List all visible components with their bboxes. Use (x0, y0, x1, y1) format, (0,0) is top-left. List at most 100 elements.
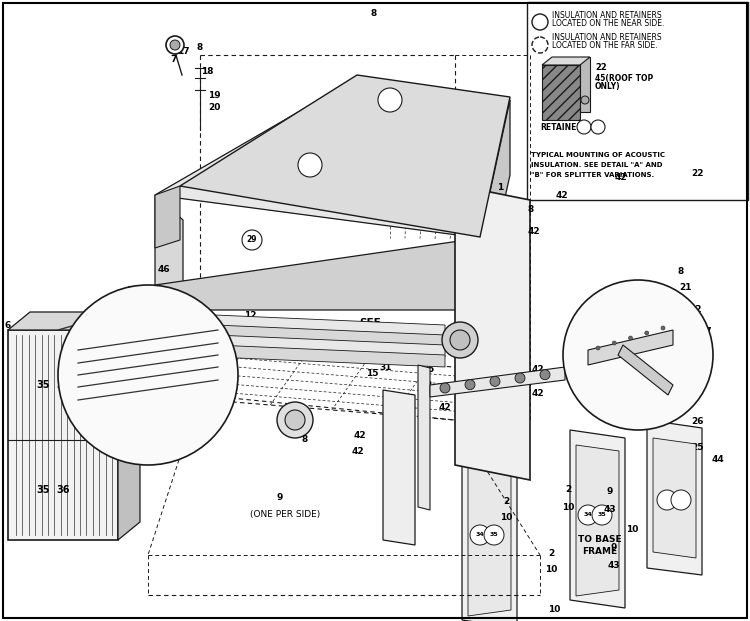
Text: 20: 20 (208, 104, 220, 112)
Circle shape (465, 379, 475, 389)
Circle shape (577, 120, 591, 134)
Polygon shape (8, 312, 140, 330)
Circle shape (532, 14, 548, 30)
Text: 35: 35 (676, 497, 686, 502)
Text: 41: 41 (76, 332, 89, 342)
Polygon shape (215, 345, 445, 367)
Polygon shape (480, 100, 510, 310)
Circle shape (592, 505, 612, 525)
Text: 35: 35 (36, 485, 50, 495)
Text: 42: 42 (532, 366, 544, 374)
Text: 42: 42 (354, 430, 366, 440)
Text: 35: 35 (598, 512, 606, 517)
Text: 35: 35 (36, 380, 50, 390)
Text: 10: 10 (654, 458, 666, 468)
Polygon shape (418, 365, 430, 510)
Text: eReplacementParts.com: eReplacementParts.com (298, 343, 452, 356)
Circle shape (490, 376, 500, 386)
Polygon shape (155, 78, 510, 238)
Polygon shape (383, 390, 415, 545)
Text: 29: 29 (247, 235, 257, 245)
Polygon shape (618, 345, 673, 395)
Text: FRAME: FRAME (583, 548, 617, 556)
Text: 35: 35 (580, 124, 588, 130)
Text: 27: 27 (700, 327, 712, 337)
Text: 10: 10 (626, 525, 638, 535)
Text: 44: 44 (712, 455, 724, 465)
Text: 15: 15 (366, 368, 378, 378)
Circle shape (277, 402, 313, 438)
Text: 12: 12 (692, 350, 704, 360)
Polygon shape (183, 340, 203, 375)
Text: TYPICAL MOUNTING OF ACOUSTIC: TYPICAL MOUNTING OF ACOUSTIC (531, 152, 665, 158)
Text: 8: 8 (196, 42, 203, 52)
Polygon shape (542, 65, 580, 120)
Text: 11: 11 (692, 368, 704, 376)
Circle shape (612, 341, 616, 345)
Text: 21: 21 (679, 284, 692, 292)
Text: 5: 5 (427, 366, 433, 374)
Polygon shape (215, 315, 445, 337)
Text: DETAIL "A": DETAIL "A" (338, 331, 402, 341)
Circle shape (596, 346, 600, 350)
Text: 36: 36 (56, 485, 70, 495)
Polygon shape (462, 450, 517, 621)
Text: 34: 34 (663, 497, 671, 502)
Circle shape (657, 490, 677, 510)
Circle shape (442, 322, 478, 358)
Circle shape (484, 525, 504, 545)
Text: 8: 8 (362, 353, 368, 363)
Circle shape (440, 383, 450, 393)
Text: 10: 10 (548, 605, 560, 615)
Text: 34: 34 (584, 512, 592, 517)
Text: INSULATION AND RETAINERS: INSULATION AND RETAINERS (552, 32, 662, 42)
Text: 37: 37 (304, 160, 316, 170)
Text: 42: 42 (556, 191, 568, 201)
Polygon shape (527, 2, 748, 200)
Circle shape (540, 369, 550, 379)
Text: 42: 42 (439, 404, 452, 412)
Text: 16: 16 (384, 96, 396, 104)
Text: 2: 2 (503, 497, 509, 505)
Text: 22: 22 (691, 168, 703, 178)
Text: 14: 14 (340, 330, 353, 340)
Text: 8: 8 (302, 435, 308, 445)
Text: 8: 8 (164, 297, 170, 307)
Text: 42: 42 (352, 448, 364, 456)
Circle shape (450, 330, 470, 350)
Circle shape (170, 40, 180, 50)
Circle shape (58, 285, 238, 465)
Text: 8: 8 (370, 9, 377, 17)
Text: 22: 22 (595, 63, 607, 73)
Text: TO BASE: TO BASE (578, 535, 622, 545)
Circle shape (578, 505, 598, 525)
Circle shape (242, 230, 262, 250)
Text: 34: 34 (476, 532, 484, 538)
Circle shape (532, 37, 548, 53)
Polygon shape (180, 75, 510, 237)
Text: 43: 43 (70, 355, 82, 365)
Polygon shape (570, 430, 625, 608)
Text: 19: 19 (208, 91, 220, 99)
Text: 10: 10 (500, 514, 512, 522)
Text: (ONE PER SIDE): (ONE PER SIDE) (250, 510, 320, 520)
Text: 10: 10 (544, 566, 557, 574)
Text: 8: 8 (528, 206, 534, 214)
Circle shape (645, 331, 649, 335)
Text: DETAIL "A": DETAIL "A" (610, 399, 665, 407)
Circle shape (285, 410, 305, 430)
Circle shape (563, 280, 713, 430)
Polygon shape (588, 330, 673, 365)
Text: 43: 43 (608, 561, 620, 569)
Text: 8: 8 (426, 381, 432, 391)
Text: 3: 3 (433, 353, 439, 363)
Text: "B" FOR SPLITTER VARIATIONS.: "B" FOR SPLITTER VARIATIONS. (531, 172, 654, 178)
Text: 6: 6 (4, 320, 11, 330)
Polygon shape (653, 438, 696, 558)
Polygon shape (147, 390, 167, 425)
Text: 1: 1 (496, 183, 503, 193)
Text: INSULATION. SEE DETAIL "A" AND: INSULATION. SEE DETAIL "A" AND (531, 162, 662, 168)
Polygon shape (468, 465, 511, 616)
Text: 12: 12 (244, 312, 256, 320)
Text: ONLY): ONLY) (595, 83, 621, 91)
